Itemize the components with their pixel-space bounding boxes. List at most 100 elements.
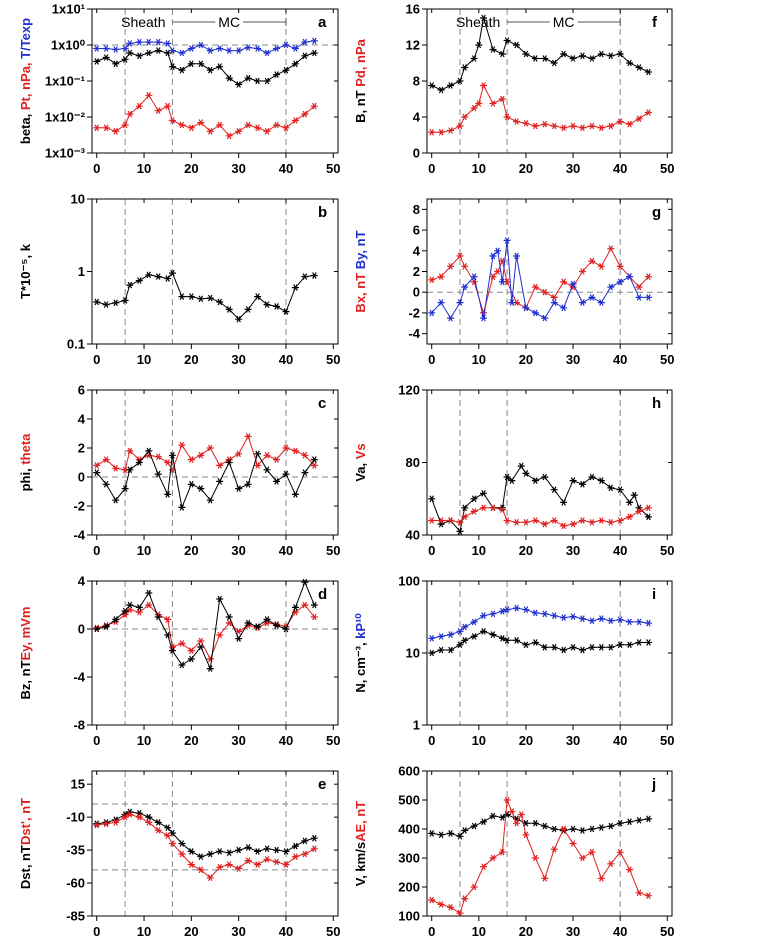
sheath-label: Sheath: [121, 14, 165, 30]
y-axis-label-part: theta: [18, 433, 33, 465]
y-tick-label: -85: [66, 909, 85, 924]
data-point: [560, 646, 568, 654]
y-axis-label-part: phi,: [18, 465, 33, 492]
data-point: [480, 863, 487, 871]
x-tick-label: 30: [231, 733, 245, 748]
data-point: [121, 56, 129, 63]
data-point: [517, 462, 525, 470]
data-point: [206, 128, 214, 135]
data-point: [301, 273, 309, 280]
y-axis-label: V, km/sAE, nT: [353, 801, 368, 887]
data-point: [93, 45, 101, 52]
y-tick-label: -60: [66, 876, 85, 891]
data-point: [93, 58, 101, 65]
x-tick-label: 30: [231, 352, 245, 367]
x-tick-label: 10: [137, 543, 151, 558]
data-point: [273, 71, 280, 78]
data-point: [282, 625, 290, 633]
data-point: [154, 273, 162, 280]
data-point: [187, 480, 195, 488]
data-point: [216, 595, 224, 603]
data-point: [164, 616, 172, 623]
data-point: [480, 14, 487, 22]
data-point: [102, 819, 110, 826]
data-point: [135, 38, 143, 46]
data-point: [291, 447, 299, 455]
x-tick-label: 30: [566, 924, 580, 939]
data-point: [126, 466, 134, 474]
x-tick-label: 50: [326, 352, 340, 367]
plot-frame: [91, 580, 339, 726]
y-axis-label-part: Bz, nT: [18, 660, 33, 699]
data-point: [428, 649, 436, 657]
x-tick-label: 50: [326, 543, 340, 558]
y-axis-label: beta, Pt, nPa, T/Texp: [18, 18, 33, 144]
y-tick-label: 120: [398, 383, 420, 398]
y-axis-label: Bx, nT By, nT: [353, 230, 368, 312]
plot-frame: [91, 770, 339, 917]
data-point: [154, 819, 162, 826]
series-line-black: [96, 272, 315, 320]
data-point: [291, 284, 299, 291]
y-axis-label: B, nT Pd, nPa: [353, 38, 368, 123]
data-point: [154, 38, 162, 46]
data-point: [522, 304, 530, 312]
data-point: [145, 601, 153, 609]
x-tick-label: 0: [93, 733, 100, 748]
x-tick-label: 50: [326, 924, 340, 939]
data-point: [102, 456, 110, 463]
data-point: [206, 444, 214, 452]
data-point: [145, 271, 153, 279]
y-axis-label-part: Pd, nPa: [353, 38, 368, 86]
data-point: [428, 634, 436, 642]
data-point: [480, 489, 487, 497]
data-point: [121, 45, 129, 52]
data-point: [225, 459, 233, 466]
panel-e: 0 10 20 30 40 50 -85 -60 -35 -10 15 Dst, nTDst', nT…: [18, 770, 341, 939]
x-tick-label: 30: [566, 161, 580, 176]
data-point: [470, 495, 478, 503]
data-point: [93, 124, 101, 132]
data-point: [489, 504, 497, 512]
mc-label: MC: [218, 14, 240, 30]
data-point: [489, 812, 497, 820]
data-point: [616, 819, 624, 827]
x-tick-label: 30: [566, 543, 580, 558]
data-point: [126, 49, 134, 57]
data-point: [531, 122, 539, 130]
plot-frame: [426, 580, 673, 726]
data-point: [244, 844, 252, 851]
x-tick-label: 10: [137, 161, 151, 176]
plot-frame: [426, 198, 673, 345]
data-point: [616, 118, 624, 125]
mc-label-bg: [549, 14, 578, 30]
data-point: [178, 121, 186, 129]
data-point: [597, 124, 605, 132]
data-point: [498, 607, 506, 615]
data-point: [102, 301, 110, 308]
data-point: [470, 273, 478, 280]
data-point: [597, 824, 605, 831]
plot-frame: [426, 8, 673, 154]
series-line-red: [431, 84, 649, 133]
data-point: [616, 486, 624, 494]
data-point: [145, 819, 153, 826]
y-axis-label-part: beta,: [18, 110, 33, 144]
y-tick-label: 300: [398, 851, 420, 866]
data-point: [597, 477, 605, 484]
data-point: [428, 276, 436, 284]
data-point: [503, 637, 511, 644]
data-point: [626, 59, 634, 67]
data-point: [644, 109, 652, 116]
data-point: [569, 55, 577, 62]
data-point: [301, 469, 309, 476]
data-point: [126, 601, 134, 609]
y-axis-label-part: Dst, nT: [18, 845, 33, 889]
data-point: [616, 517, 624, 524]
x-tick-label: 10: [472, 543, 486, 558]
data-point: [197, 637, 205, 645]
x-tick-label: 0: [93, 543, 100, 558]
y-axis-label-part: Dst', nT: [18, 798, 33, 845]
data-point: [635, 64, 643, 71]
data-point: [428, 517, 436, 524]
